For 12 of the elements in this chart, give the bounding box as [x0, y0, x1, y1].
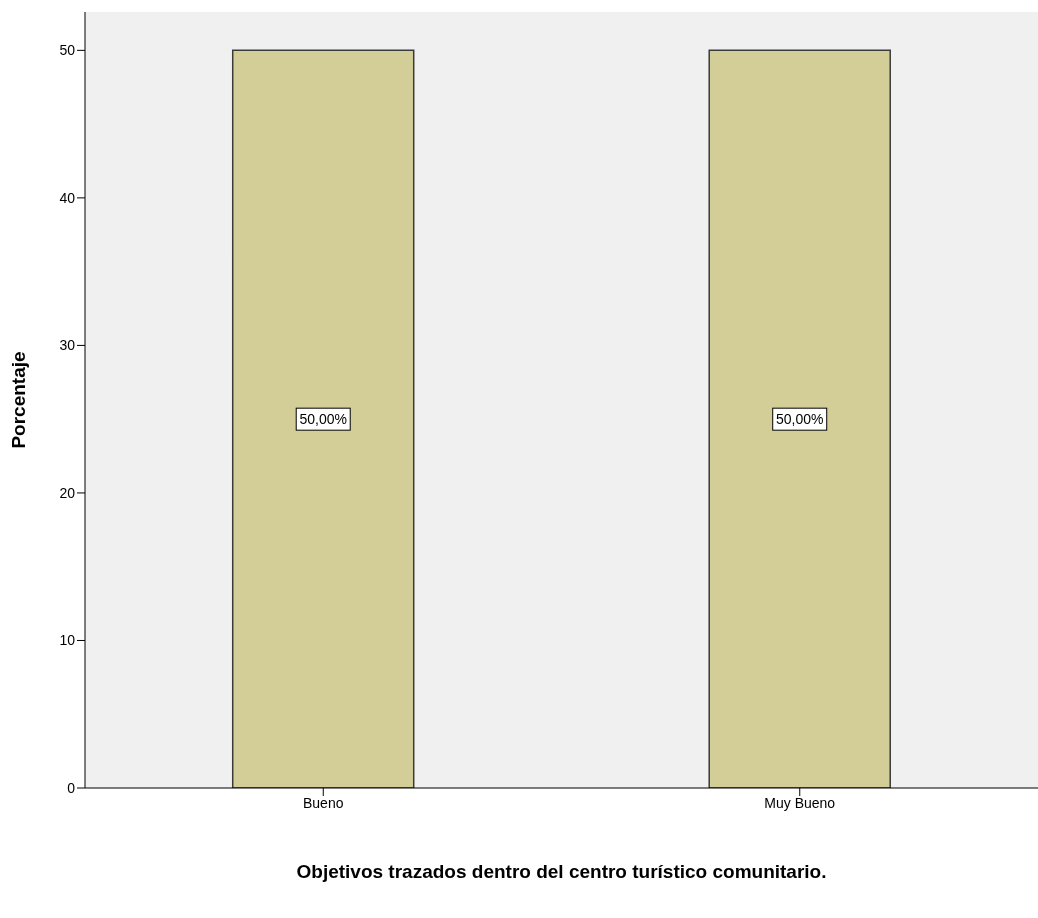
x-axis-title: Objetivos trazados dentro del centro turístico comunitario.: [296, 861, 827, 882]
x-tick-label: Bueno: [303, 794, 344, 811]
x-tick-label: Muy Bueno: [764, 794, 836, 811]
y-tick-label: 0: [67, 779, 76, 796]
y-tick-label: 10: [59, 632, 76, 649]
data-label: 50,00%: [775, 411, 824, 428]
y-tick-label: 50: [59, 42, 76, 59]
y-axis-title: Porcentaje: [7, 351, 29, 449]
y-tick-label: 30: [59, 337, 76, 354]
data-label: 50,00%: [299, 411, 347, 428]
y-tick-label: 20: [59, 484, 76, 501]
y-tick-label: 40: [59, 189, 76, 206]
